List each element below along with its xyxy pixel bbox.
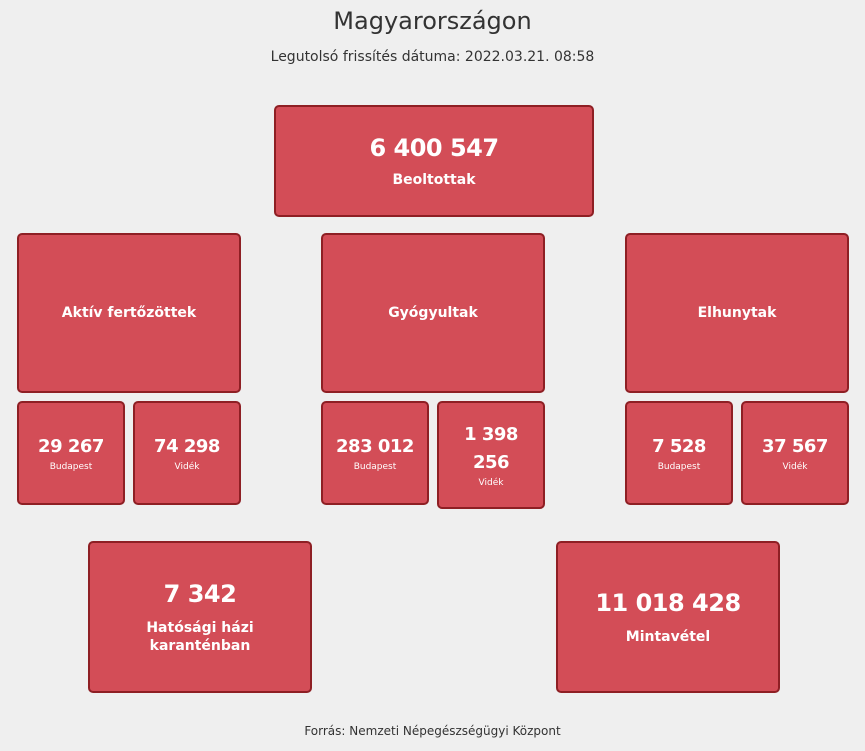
deceased-budapest-value: 7 528 — [652, 436, 706, 457]
samples-label: Mintavétel — [625, 629, 711, 645]
active-budapest-value: 29 267 — [38, 436, 104, 457]
active-budapest-card: 29 267 Budapest — [17, 401, 125, 505]
quarantine-card: 7 342 Hatósági házi karanténban — [88, 541, 312, 693]
deceased-budapest-card: 7 528 Budapest — [625, 401, 733, 505]
active-videk-label: Vidék — [174, 462, 200, 472]
deceased-label: Elhunytak — [697, 305, 777, 321]
page-title: Magyarországon — [333, 7, 532, 35]
recovered-budapest-label: Budapest — [353, 462, 397, 472]
deceased-budapest-label: Budapest — [657, 462, 701, 472]
deceased-videk-card: 37 567 Vidék — [741, 401, 849, 505]
last-updated-text: Legutolsó frissítés dátuma: 2022.03.21. … — [270, 49, 595, 65]
active-infected-label: Aktív fertőzöttek — [61, 305, 197, 321]
source-footer: Forrás: Nemzeti Népegészségügyi Központ — [304, 724, 561, 738]
recovered-videk-label: Vidék — [478, 478, 504, 488]
recovered-videk-value: 1 398 256 — [464, 424, 518, 473]
recovered-budapest-value: 283 012 — [336, 436, 414, 457]
deceased-videk-label: Vidék — [782, 462, 808, 472]
samples-value: 11 018 428 — [595, 589, 741, 617]
active-videk-value: 74 298 — [154, 436, 220, 457]
quarantine-label: Hatósági házi karanténban — [146, 620, 254, 654]
recovered-videk-card: 1 398 256 Vidék — [437, 401, 545, 509]
deceased-videk-value: 37 567 — [762, 436, 828, 457]
recovered-card: Gyógyultak — [321, 233, 545, 393]
vaccinated-card: 6 400 547 Beoltottak — [274, 105, 594, 217]
recovered-budapest-card: 283 012 Budapest — [321, 401, 429, 505]
vaccinated-label: Beoltottak — [392, 172, 476, 188]
samples-card: 11 018 428 Mintavétel — [556, 541, 780, 693]
deceased-card: Elhunytak — [625, 233, 849, 393]
recovered-label: Gyógyultak — [388, 305, 478, 321]
active-videk-card: 74 298 Vidék — [133, 401, 241, 505]
vaccinated-value: 6 400 547 — [369, 134, 499, 162]
active-budapest-label: Budapest — [49, 462, 93, 472]
quarantine-value: 7 342 — [163, 580, 237, 608]
active-infected-card: Aktív fertőzöttek — [17, 233, 241, 393]
